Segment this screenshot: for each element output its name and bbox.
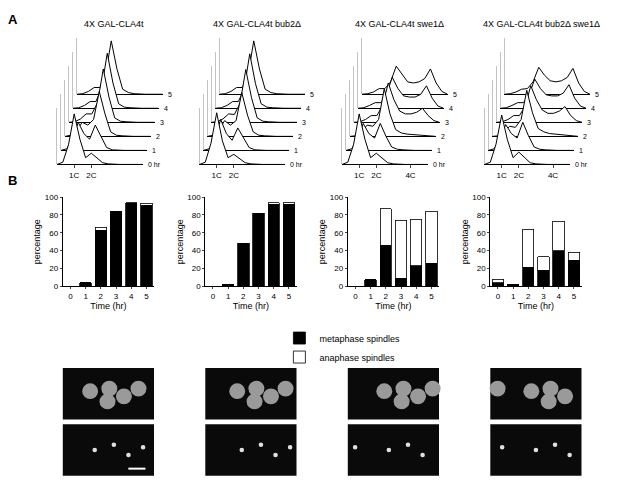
svg-text:Time (hr): Time (hr)	[233, 301, 269, 311]
svg-text:60: 60	[49, 229, 58, 238]
svg-text:3: 3	[399, 292, 404, 301]
svg-text:4: 4	[306, 105, 310, 112]
svg-text:anaphase spindles: anaphase spindles	[319, 353, 395, 363]
svg-text:80: 80	[192, 211, 201, 220]
svg-text:20: 20	[192, 264, 201, 273]
svg-text:2C: 2C	[229, 171, 239, 180]
svg-text:4: 4	[591, 105, 595, 112]
svg-text:100: 100	[187, 193, 201, 202]
svg-text:1C: 1C	[69, 171, 79, 180]
svg-text:0: 0	[196, 282, 201, 291]
svg-text:2: 2	[241, 292, 246, 301]
svg-text:60: 60	[192, 229, 201, 238]
svg-text:B: B	[8, 173, 17, 188]
svg-text:20: 20	[477, 264, 486, 273]
svg-text:0: 0	[54, 282, 59, 291]
svg-text:0: 0	[496, 292, 501, 301]
svg-text:3: 3	[256, 292, 261, 301]
svg-text:80: 80	[334, 211, 343, 220]
svg-text:0: 0	[68, 292, 73, 301]
svg-text:4: 4	[449, 105, 453, 112]
svg-text:4: 4	[414, 292, 419, 301]
svg-text:5: 5	[595, 91, 599, 98]
svg-text:100: 100	[45, 193, 59, 202]
svg-text:20: 20	[49, 264, 58, 273]
svg-text:1C: 1C	[212, 171, 222, 180]
svg-text:percentage: percentage	[175, 219, 185, 264]
svg-text:3: 3	[114, 292, 119, 301]
svg-text:0: 0	[481, 282, 486, 291]
svg-text:3: 3	[160, 119, 164, 126]
svg-text:5: 5	[429, 292, 434, 301]
svg-text:4: 4	[129, 292, 134, 301]
svg-text:5: 5	[310, 91, 314, 98]
svg-text:4: 4	[164, 105, 168, 112]
svg-text:3: 3	[587, 119, 591, 126]
svg-text:60: 60	[334, 229, 343, 238]
svg-text:20: 20	[334, 264, 343, 273]
svg-text:0: 0	[339, 282, 344, 291]
svg-text:5: 5	[453, 91, 457, 98]
svg-text:4X GAL-CLA4t bub2Δ: 4X GAL-CLA4t bub2Δ	[213, 19, 301, 29]
svg-text:5: 5	[144, 292, 149, 301]
svg-text:2: 2	[156, 133, 160, 140]
svg-text:4X GAL-CLA4t swe1Δ: 4X GAL-CLA4t swe1Δ	[355, 19, 444, 29]
svg-text:1: 1	[437, 147, 441, 154]
svg-text:0 hr: 0 hr	[575, 161, 588, 168]
svg-text:0 hr: 0 hr	[433, 161, 446, 168]
svg-text:percentage: percentage	[32, 219, 42, 264]
svg-text:2: 2	[441, 133, 445, 140]
svg-text:A: A	[8, 12, 18, 27]
svg-text:3: 3	[541, 292, 546, 301]
svg-text:1: 1	[226, 292, 231, 301]
svg-text:40: 40	[49, 246, 58, 255]
svg-text:2: 2	[583, 133, 587, 140]
svg-text:1: 1	[294, 147, 298, 154]
svg-text:3: 3	[445, 119, 449, 126]
svg-text:1C: 1C	[497, 171, 507, 180]
svg-text:80: 80	[49, 211, 58, 220]
svg-text:3: 3	[302, 119, 306, 126]
svg-text:4X GAL-CLA4t bub2Δ swe1Δ: 4X GAL-CLA4t bub2Δ swe1Δ	[483, 19, 600, 29]
svg-text:60: 60	[477, 229, 486, 238]
svg-text:0: 0	[211, 292, 216, 301]
svg-text:4C: 4C	[405, 171, 415, 180]
svg-text:40: 40	[477, 246, 486, 255]
svg-text:2: 2	[384, 292, 389, 301]
svg-text:5: 5	[168, 91, 172, 98]
svg-text:2C: 2C	[514, 171, 524, 180]
svg-text:percentage: percentage	[460, 219, 470, 264]
svg-text:percentage: percentage	[317, 219, 327, 264]
svg-text:1: 1	[579, 147, 583, 154]
svg-text:40: 40	[192, 246, 201, 255]
svg-text:Time (hr): Time (hr)	[375, 301, 411, 311]
svg-text:2: 2	[298, 133, 302, 140]
svg-text:2C: 2C	[371, 171, 381, 180]
svg-text:5: 5	[572, 292, 577, 301]
svg-text:4: 4	[271, 292, 276, 301]
svg-text:2: 2	[526, 292, 531, 301]
svg-text:4C: 4C	[548, 171, 558, 180]
svg-text:5: 5	[287, 292, 292, 301]
svg-text:100: 100	[330, 193, 344, 202]
svg-text:2C: 2C	[86, 171, 96, 180]
svg-text:1C: 1C	[354, 171, 364, 180]
svg-text:metaphase spindles: metaphase spindles	[319, 334, 400, 344]
svg-text:4X GAL-CLA4t: 4X GAL-CLA4t	[84, 19, 144, 29]
svg-text:100: 100	[472, 193, 486, 202]
svg-text:1: 1	[368, 292, 373, 301]
svg-text:1: 1	[83, 292, 88, 301]
svg-text:40: 40	[334, 246, 343, 255]
svg-text:Time (hr): Time (hr)	[90, 301, 126, 311]
svg-text:1: 1	[511, 292, 516, 301]
svg-text:1: 1	[152, 147, 156, 154]
svg-text:0 hr: 0 hr	[148, 161, 161, 168]
svg-text:0 hr: 0 hr	[290, 161, 303, 168]
svg-text:2: 2	[99, 292, 104, 301]
svg-text:80: 80	[477, 211, 486, 220]
svg-text:4: 4	[556, 292, 561, 301]
svg-text:Time (hr): Time (hr)	[518, 301, 554, 311]
svg-text:0: 0	[353, 292, 358, 301]
